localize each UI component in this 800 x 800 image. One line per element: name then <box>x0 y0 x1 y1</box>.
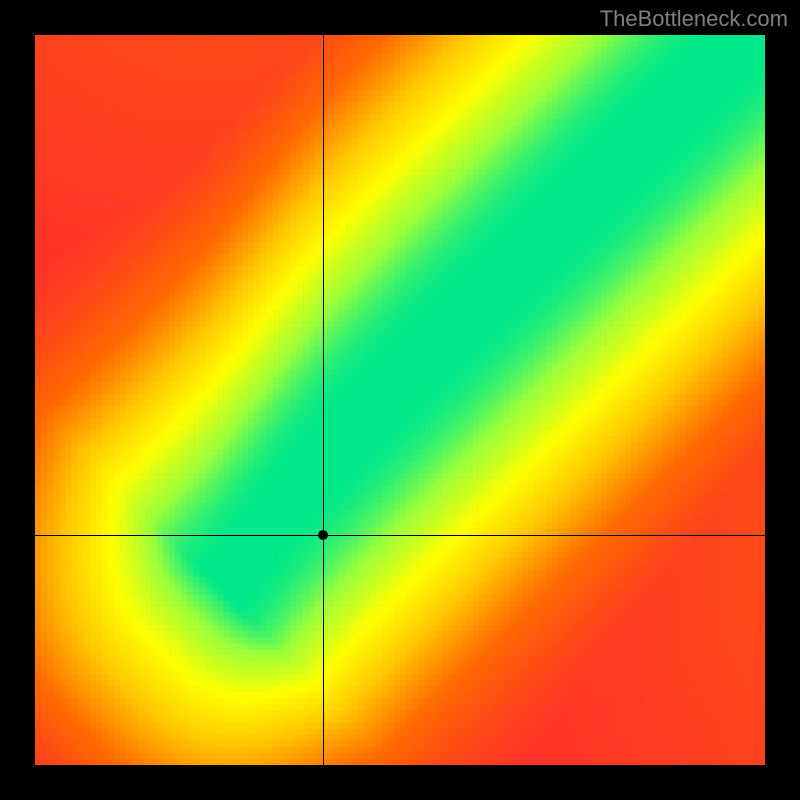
crosshair-horizontal <box>35 535 765 536</box>
bottleneck-marker <box>318 530 328 540</box>
heatmap-canvas <box>35 35 765 765</box>
plot-area <box>35 35 765 765</box>
crosshair-vertical <box>323 35 324 765</box>
watermark-text: TheBottleneck.com <box>600 6 788 32</box>
